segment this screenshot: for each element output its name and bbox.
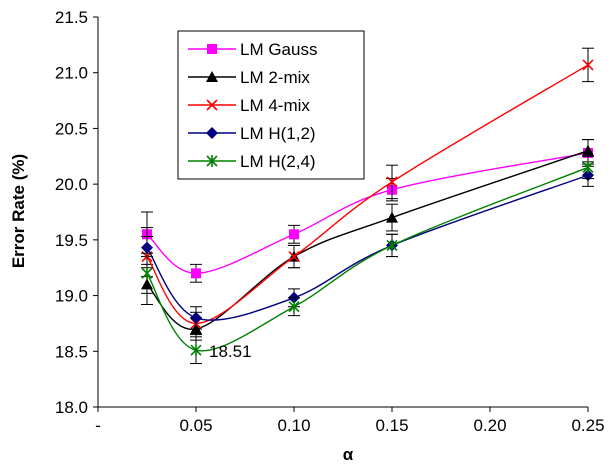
y-tick-label: 19.5 (55, 231, 88, 250)
axes: 18.0 18.5 19.0 19.5 20.0 20.5 21.0 21.5 - 0.05 0.1… (55, 8, 605, 435)
x-tick-label: 0.10 (277, 416, 310, 435)
data-point (386, 239, 398, 252)
series-line (146, 166, 589, 352)
x-tick-label: 0.05 (179, 416, 212, 435)
x-tick-label: 0.25 (571, 416, 604, 435)
data-point (288, 251, 300, 263)
data-point (582, 161, 594, 174)
y-axis-title: Error Rate (%) (9, 154, 28, 268)
y-tick-label: 18.0 (55, 398, 88, 417)
legend-item: LM H(1,2) (188, 124, 316, 143)
series-lm-h-1-2 (141, 163, 594, 330)
series-line (146, 174, 589, 321)
y-tick-label: 19.0 (55, 287, 88, 306)
series-line (146, 64, 589, 325)
data-point (582, 59, 594, 71)
data-point (386, 211, 398, 223)
legend-label: LM 4-mix (240, 96, 310, 115)
y-tick-label: 20.0 (55, 175, 88, 194)
legend: LM Gauss LM 2-mix LM 4-mix LM H(1,2) LM H(2,… (177, 30, 365, 180)
legend-item: LM Gauss (188, 40, 317, 59)
data-point (141, 267, 153, 280)
annotation-label: 18.51 (209, 342, 252, 361)
data-point (386, 176, 398, 188)
x-axis-title: α (343, 445, 354, 463)
y-tick-label: 21.0 (55, 64, 88, 83)
x-tick-label: 0.15 (375, 416, 408, 435)
legend-item: LM 4-mix (188, 96, 310, 115)
series-line (146, 150, 589, 330)
series-line (146, 152, 589, 274)
data-point (190, 311, 202, 324)
legend-item: LM H(2,4) (188, 152, 316, 171)
y-tick-label: 18.5 (55, 342, 88, 361)
x-tick-label: - (95, 416, 101, 435)
legend-item: LM 2-mix (188, 68, 310, 87)
legend-label: LM 2-mix (240, 68, 310, 87)
data-point (190, 344, 202, 357)
y-tick-label: 21.5 (55, 8, 88, 27)
series-lm-h-2-4 (141, 155, 594, 365)
legend-marker (206, 99, 218, 111)
data-point (141, 241, 153, 254)
data-point (288, 300, 300, 313)
x-tick-label: 0.20 (473, 416, 506, 435)
legend-marker (206, 155, 218, 167)
data-point (582, 144, 594, 156)
legend-marker (206, 71, 218, 82)
data-point (191, 268, 201, 279)
legend-label: LM H(1,2) (240, 124, 316, 143)
legend-marker (207, 44, 217, 54)
plot-area: 18.51 (141, 47, 594, 365)
y-tick-label: 20.5 (55, 119, 88, 138)
data-point (289, 229, 299, 240)
legend-marker (206, 127, 218, 139)
legend-label: LM H(2,4) (240, 152, 316, 171)
legend-label: LM Gauss (240, 40, 317, 59)
